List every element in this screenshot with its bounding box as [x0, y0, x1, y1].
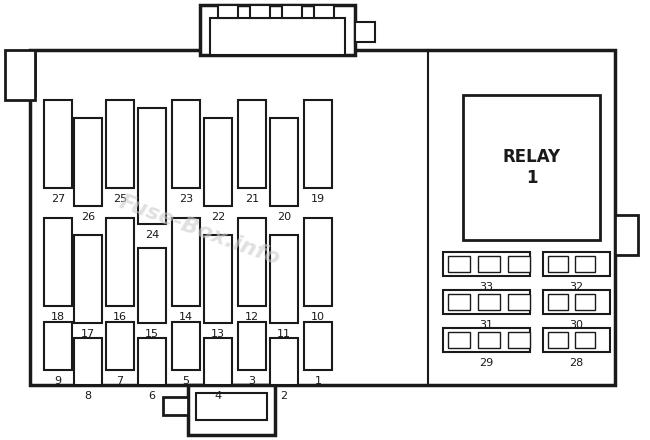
Text: 32: 32 [569, 282, 584, 292]
Bar [138, 248, 166, 323]
Bar [172, 218, 200, 306]
Bar [448, 256, 470, 272]
Text: Fuse-Box.info: Fuse-Box.info [116, 191, 283, 268]
Bar [575, 332, 595, 348]
Bar [463, 95, 600, 240]
Text: 21: 21 [245, 194, 259, 204]
Bar [355, 22, 375, 42]
Bar [138, 108, 166, 224]
Text: 12: 12 [245, 312, 259, 322]
Bar [238, 218, 266, 306]
Bar [282, 5, 302, 18]
Text: 33: 33 [480, 282, 493, 292]
Bar [508, 332, 530, 348]
Bar [548, 256, 568, 272]
Bar [74, 235, 102, 323]
Text: 10: 10 [311, 312, 325, 322]
Text: 18: 18 [51, 312, 65, 322]
Bar [30, 50, 615, 385]
Text: 26: 26 [81, 212, 95, 222]
Text: 17: 17 [81, 329, 95, 339]
Bar [508, 294, 530, 310]
Bar [443, 252, 530, 276]
Bar [44, 100, 72, 188]
Text: RELAY
1: RELAY 1 [502, 148, 560, 187]
Bar [548, 332, 568, 348]
Bar [74, 338, 102, 385]
Text: 5: 5 [183, 376, 190, 386]
Bar [250, 5, 270, 18]
Text: 1: 1 [315, 376, 322, 386]
Bar [204, 235, 232, 323]
Bar [443, 290, 530, 314]
Text: 13: 13 [211, 329, 225, 339]
Text: 30: 30 [569, 320, 584, 330]
Bar [204, 118, 232, 206]
Text: 16: 16 [113, 312, 127, 322]
Text: 31: 31 [480, 320, 493, 330]
Bar [172, 100, 200, 188]
Bar [478, 256, 500, 272]
Bar [443, 328, 530, 352]
Bar [270, 235, 298, 323]
Bar [138, 338, 166, 385]
Bar [218, 5, 238, 18]
Bar [106, 100, 134, 188]
Bar [204, 338, 232, 385]
Bar [188, 385, 275, 435]
Text: 27: 27 [51, 194, 65, 204]
Bar [543, 328, 610, 352]
Text: 25: 25 [113, 194, 127, 204]
Bar [106, 322, 134, 370]
Text: 23: 23 [179, 194, 193, 204]
Bar [172, 322, 200, 370]
Bar [163, 397, 188, 415]
Text: 20: 20 [277, 212, 291, 222]
Text: 15: 15 [145, 329, 159, 339]
Text: 19: 19 [311, 194, 325, 204]
Bar [304, 100, 332, 188]
Text: 4: 4 [214, 391, 222, 401]
Text: 24: 24 [145, 230, 159, 240]
Text: 11: 11 [277, 329, 291, 339]
Bar [575, 256, 595, 272]
Bar [304, 218, 332, 306]
Bar [448, 332, 470, 348]
Bar [314, 5, 334, 18]
Bar [270, 338, 298, 385]
Bar [478, 332, 500, 348]
Bar [238, 100, 266, 188]
Text: 3: 3 [248, 376, 255, 386]
Bar [210, 18, 345, 55]
Text: 14: 14 [179, 312, 193, 322]
Bar [238, 322, 266, 370]
Bar [575, 294, 595, 310]
Bar [304, 322, 332, 370]
Bar [5, 50, 35, 100]
Bar [543, 252, 610, 276]
Text: 29: 29 [480, 358, 493, 368]
Bar [548, 294, 568, 310]
Bar [106, 218, 134, 306]
Bar [15, 55, 35, 95]
Bar [448, 294, 470, 310]
Bar [508, 256, 530, 272]
Bar [196, 393, 267, 420]
Text: 7: 7 [116, 376, 124, 386]
Bar [543, 290, 610, 314]
Text: 2: 2 [280, 391, 287, 401]
Text: 6: 6 [148, 391, 155, 401]
Bar [200, 5, 355, 55]
Bar [74, 118, 102, 206]
Bar [44, 322, 72, 370]
Bar [615, 215, 638, 255]
Text: 9: 9 [55, 376, 62, 386]
Bar [478, 294, 500, 310]
Text: 28: 28 [569, 358, 584, 368]
Bar [44, 218, 72, 306]
Text: 22: 22 [211, 212, 225, 222]
Bar [270, 118, 298, 206]
Text: 8: 8 [84, 391, 92, 401]
